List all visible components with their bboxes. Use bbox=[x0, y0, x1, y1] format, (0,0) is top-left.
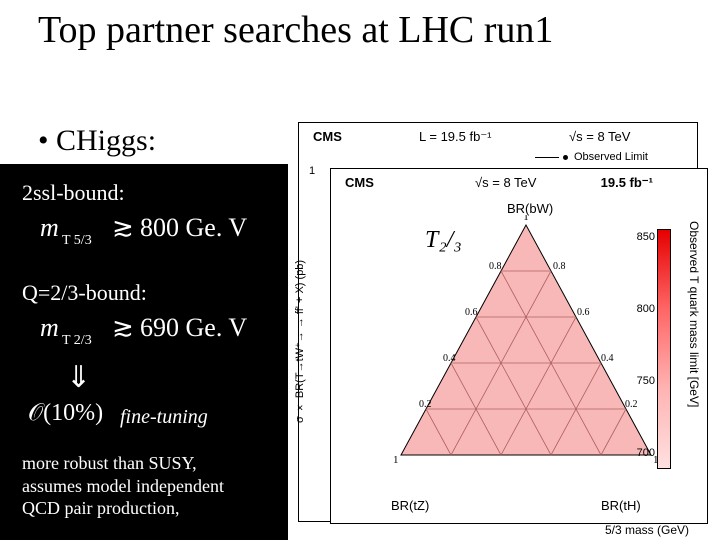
front-energy: √s = 8 TeV bbox=[475, 175, 536, 190]
bound-2ssl-label: 2ssl-bound: bbox=[22, 180, 125, 206]
right-axis-label: BR(tH) bbox=[601, 498, 641, 513]
cbar-tick: 700 bbox=[637, 447, 655, 459]
order-10pct: 𝒪(10%) bbox=[28, 398, 120, 433]
triangle-plot: 1 1 1 0.8 0.6 0.4 0.2 0.8 0.6 0.4 0.2 bbox=[391, 215, 661, 467]
svg-text:𝒪(10%): 𝒪(10%) bbox=[28, 400, 103, 426]
front-plot: CMS √s = 8 TeV 19.5 fb⁻¹ T₂/₃ bbox=[330, 168, 708, 524]
top-vertex-label: BR(bW) bbox=[507, 201, 553, 216]
svg-text:T 2/3: T 2/3 bbox=[62, 333, 92, 348]
svg-text:1: 1 bbox=[523, 215, 529, 223]
svg-text:1: 1 bbox=[393, 454, 399, 466]
robust-line3: QCD pair production, bbox=[22, 497, 224, 520]
cbar-tick: 750 bbox=[637, 375, 655, 387]
front-lumi: 19.5 fb⁻¹ bbox=[601, 175, 653, 191]
figure-panel: CMS L = 19.5 fb⁻¹ √s = 8 TeV Observed Li… bbox=[288, 114, 720, 540]
svg-text:0.6: 0.6 bbox=[577, 307, 590, 318]
left-axis-label: BR(tZ) bbox=[391, 498, 429, 513]
front-exp-label: CMS bbox=[345, 175, 374, 190]
svg-text:0.8: 0.8 bbox=[489, 261, 502, 272]
cbar-tick: 850 bbox=[637, 231, 655, 243]
svg-text:0.2: 0.2 bbox=[419, 399, 432, 410]
svg-text:≳: ≳ bbox=[112, 313, 134, 342]
cbar-tick: 800 bbox=[637, 303, 655, 315]
svg-text:m: m bbox=[40, 313, 59, 342]
svg-text:800 Ge. V: 800 Ge. V bbox=[140, 213, 247, 242]
svg-text:m: m bbox=[40, 213, 59, 242]
bound-q23-label: Q=2/3-bound: bbox=[22, 280, 147, 306]
bullet-chiggs: • CHiggs: bbox=[38, 124, 156, 158]
back-obs: Observed Limit bbox=[535, 151, 648, 163]
svg-text:0.4: 0.4 bbox=[443, 353, 456, 364]
bound-q23-formula: m T 2/3 ≳ 690 Ge. V bbox=[40, 312, 280, 353]
svg-text:T 5/3: T 5/3 bbox=[62, 233, 92, 248]
robust-text: more robust than SUSY, assumes model ind… bbox=[22, 452, 224, 520]
back-xlabel: 5/3 mass (GeV) bbox=[605, 523, 689, 537]
svg-text:0.6: 0.6 bbox=[465, 307, 478, 318]
bound-2ssl-formula: m T 5/3 ≳ 800 Ge. V bbox=[40, 212, 280, 253]
back-exp-label: CMS bbox=[313, 129, 342, 144]
arrow-down-icon: ⇓ bbox=[66, 360, 91, 395]
robust-line2: assumes model independent bbox=[22, 475, 224, 498]
back-yval: 1 bbox=[309, 165, 315, 177]
back-ylabel: σ × BR(T→tW⁺→ → ff' + X) (pb) bbox=[293, 151, 306, 531]
back-lumi: L = 19.5 fb⁻¹ bbox=[419, 129, 492, 145]
svg-text:0.4: 0.4 bbox=[601, 353, 614, 364]
svg-text:≳: ≳ bbox=[112, 213, 134, 242]
colorbar-label: Observed T quark mass limit [GeV] bbox=[683, 221, 701, 481]
back-energy: √s = 8 TeV bbox=[569, 129, 630, 144]
svg-text:0.2: 0.2 bbox=[625, 399, 638, 410]
robust-line1: more robust than SUSY, bbox=[22, 452, 224, 475]
colorbar bbox=[657, 229, 671, 469]
page-title: Top partner searches at LHC run1 bbox=[38, 10, 678, 52]
fine-tuning-label: fine-tuning bbox=[120, 406, 208, 429]
svg-text:0.8: 0.8 bbox=[553, 261, 566, 272]
svg-text:690 Ge. V: 690 Ge. V bbox=[140, 313, 247, 342]
